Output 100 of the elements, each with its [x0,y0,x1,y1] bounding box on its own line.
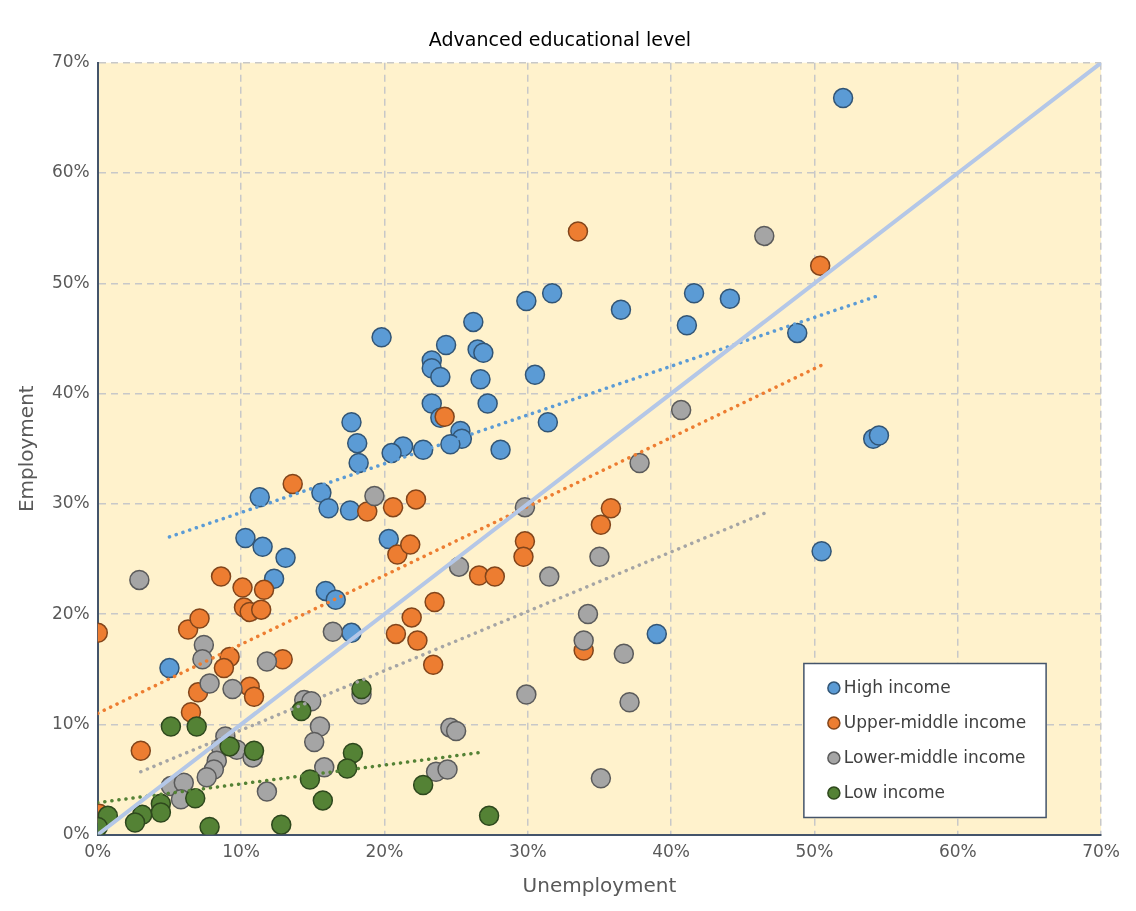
point [832,87,854,109]
point [683,282,705,304]
point [537,411,559,433]
point [348,452,369,474]
point [250,599,272,620]
point [513,546,534,567]
point [282,473,303,495]
point [318,497,339,519]
point [312,790,334,811]
point [577,603,599,625]
point [478,805,500,827]
point [291,700,312,722]
x-axis-title: Unemployment [522,873,677,898]
point [589,546,610,567]
y-tick-label: 20% [51,602,90,623]
point [322,621,344,642]
y-tick-label: 30% [51,492,90,513]
point [219,736,240,757]
point [407,630,428,651]
point [351,678,372,700]
legend-label: Low income [843,781,946,802]
point [610,299,632,321]
point [573,630,594,651]
point [186,716,207,737]
point [196,767,217,788]
point [490,439,511,461]
point [235,527,256,549]
point [516,290,537,312]
legend-label: Upper-middle income [843,711,1027,732]
point [646,623,668,645]
point [371,327,392,348]
point [676,314,698,336]
point [150,802,172,823]
point [124,812,146,833]
chart-title: Advanced educational level [428,28,692,51]
point [629,452,650,474]
point [314,757,335,778]
point [809,255,831,276]
point [253,579,275,601]
point [401,607,422,628]
y-tick-label: 50% [51,271,90,292]
point [232,577,253,598]
point [424,591,445,613]
point [185,787,206,809]
point [336,758,358,779]
point [210,566,232,587]
point [868,425,890,446]
point [243,686,265,708]
point [252,536,273,558]
point [590,768,612,789]
point [256,781,278,802]
x-tick-label: 40% [652,841,691,862]
point [435,334,457,356]
point [346,432,368,454]
point [339,500,361,521]
x-tick-label: 60% [938,841,977,862]
legend-label: Lower-middle income [843,746,1026,767]
point [473,342,494,364]
point [670,399,692,421]
point [463,311,484,333]
x-tick-label: 50% [795,841,834,862]
point [484,566,506,587]
y-axis-title: Employment [14,385,39,513]
point [303,731,325,753]
point [811,540,832,562]
point [421,393,442,414]
y-tick-label: 0% [62,823,90,844]
point [719,288,741,309]
point [341,411,362,433]
point [199,673,220,694]
point [243,740,265,762]
point [378,528,399,550]
point [412,774,434,796]
point [249,486,270,508]
point [567,221,589,242]
point [524,364,546,386]
point [437,759,458,780]
point [613,643,635,665]
point [213,657,235,679]
point [786,322,808,344]
point [199,816,220,835]
y-tick-label: 40% [51,381,90,402]
y-tick-label: 60% [51,161,90,182]
point [590,514,612,536]
point [382,496,404,518]
y-tick-label: 70% [51,51,90,72]
point [600,497,622,519]
x-tick-label: 10% [222,841,261,862]
point [192,649,213,670]
point [445,720,467,742]
point [440,434,461,455]
x-tick-label: 30% [508,841,547,862]
y-tick-label: 10% [51,712,90,733]
point [516,684,537,705]
point [256,651,278,672]
point [541,282,563,304]
point [430,366,451,388]
point [385,623,407,645]
point [422,654,444,676]
point [189,608,210,629]
